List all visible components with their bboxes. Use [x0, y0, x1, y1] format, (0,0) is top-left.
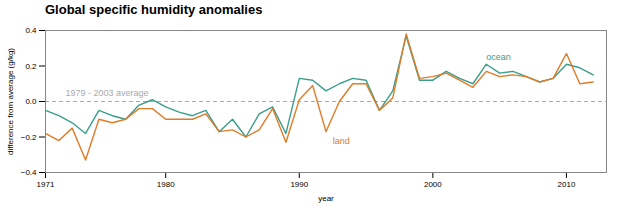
- svg-text:1980: 1980: [157, 180, 175, 189]
- svg-text:ocean: ocean: [486, 52, 511, 62]
- svg-text:2010: 2010: [558, 180, 576, 189]
- svg-text:1990: 1990: [290, 180, 308, 189]
- svg-text:0.4: 0.4: [25, 26, 37, 35]
- svg-text:−0.2: −0.2: [21, 133, 37, 142]
- svg-text:1971: 1971: [37, 180, 55, 189]
- svg-text:1979 - 2003 average: 1979 - 2003 average: [66, 88, 149, 98]
- svg-text:0.0: 0.0: [25, 97, 37, 106]
- svg-text:0.2: 0.2: [25, 62, 37, 71]
- html-text:Global specific humidity anoma: Global specific humidity anomalies: [45, 2, 263, 17]
- svg-text:difference from average (g/kg): difference from average (g/kg): [6, 48, 15, 155]
- svg-text:−0.4: −0.4: [21, 168, 37, 177]
- svg-text:land: land: [333, 136, 350, 146]
- svg-text:2000: 2000: [424, 180, 442, 189]
- svg-text:year: year: [318, 194, 334, 203]
